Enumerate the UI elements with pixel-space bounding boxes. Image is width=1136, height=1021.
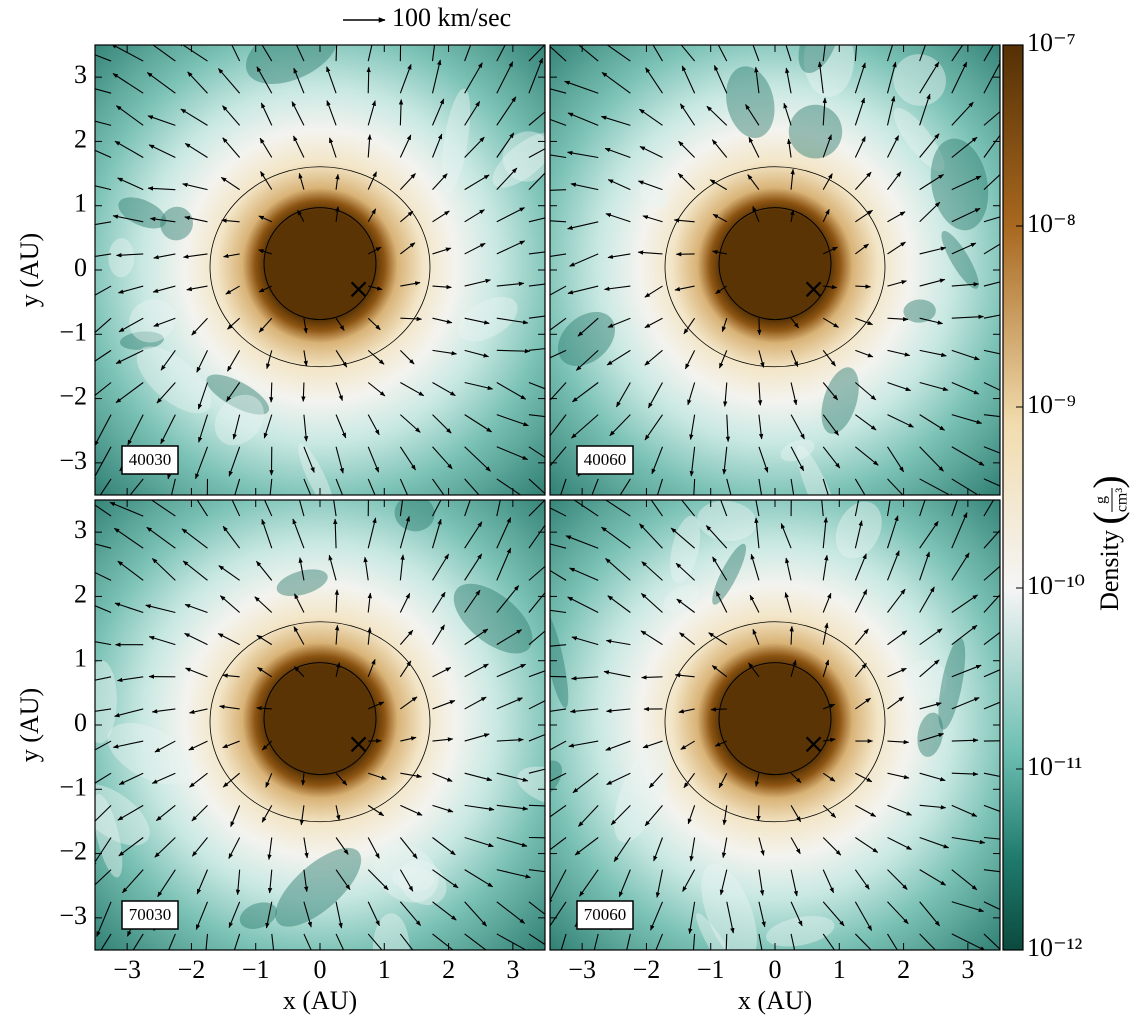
colorbar-tick-label: 10⁻⁷ — [1027, 28, 1076, 57]
panel-label: 40060 — [584, 450, 627, 469]
x-tick-label: −2 — [633, 955, 661, 984]
colorbar-tick-label: 10⁻⁹ — [1027, 390, 1076, 419]
x-tick-label: −3 — [113, 955, 141, 984]
colorbar-tick-label: 10⁻¹⁰ — [1027, 571, 1085, 600]
y-tick-label: −2 — [59, 837, 87, 866]
colorbar-label: Density ( g cm³) — [1085, 475, 1131, 611]
panel-label: 70060 — [584, 905, 627, 924]
velocity-arrow — [303, 383, 304, 402]
y-tick-label: 2 — [74, 124, 87, 153]
x-tick-label: −1 — [242, 955, 270, 984]
velocity-arrow — [759, 318, 760, 335]
density-map — [95, 45, 545, 495]
x-tick-label: 0 — [314, 955, 327, 984]
y-tick-label: −3 — [59, 446, 87, 475]
colorbar-tick-label: 10⁻¹¹ — [1027, 752, 1082, 781]
x-axis-label: x (AU) — [738, 986, 812, 1015]
velocity-arrow — [368, 67, 369, 93]
velocity-arrow — [271, 383, 272, 403]
velocity-arrow — [855, 286, 870, 287]
y-tick-label: 0 — [74, 253, 87, 282]
x-tick-label: 2 — [897, 955, 910, 984]
x-tick-label: −3 — [568, 955, 596, 984]
panel-label: 40030 — [129, 450, 172, 469]
x-tick-label: 3 — [506, 955, 519, 984]
x-tick-label: 2 — [442, 955, 455, 984]
y-tick-label: −2 — [59, 382, 87, 411]
colorbar-paren: ( — [1085, 511, 1130, 524]
y-tick-label: 3 — [74, 515, 87, 544]
panel-label: 70030 — [129, 905, 172, 924]
colorbar-tick-label: 10⁻⁸ — [1027, 209, 1076, 238]
x-tick-label: 0 — [769, 955, 782, 984]
y-tick-label: −1 — [59, 317, 87, 346]
colorbar — [1003, 45, 1023, 950]
x-tick-label: 1 — [833, 955, 846, 984]
colorbar-unit-den: cm³ — [1114, 488, 1131, 513]
x-tick-label: −1 — [697, 955, 725, 984]
colorbar-title: Density — [1095, 530, 1124, 611]
y-tick-label: 3 — [74, 60, 87, 89]
x-tick-label: 3 — [961, 955, 974, 984]
x-tick-label: 1 — [378, 955, 391, 984]
annotation: 100 km/sec — [392, 3, 511, 32]
y-tick-label: 1 — [74, 189, 87, 218]
colorbar-tick-label: 10⁻¹² — [1027, 933, 1083, 962]
colorbar-paren: ) — [1085, 475, 1130, 488]
y-tick-label: 2 — [74, 579, 87, 608]
x-tick-label: −2 — [178, 955, 206, 984]
y-tick-label: 1 — [74, 644, 87, 673]
panel — [73, 6, 565, 515]
velocity-arrow — [758, 805, 759, 821]
velocity-arrow — [711, 709, 727, 710]
y-axis-label: y (AU) — [15, 233, 44, 307]
y-tick-label: −3 — [59, 901, 87, 930]
colorbar-unit-num: g — [1093, 496, 1110, 504]
x-axis-label: x (AU) — [283, 986, 357, 1015]
y-tick-label: −1 — [59, 772, 87, 801]
y-tick-label: 0 — [74, 708, 87, 737]
y-axis-label: y (AU) — [15, 688, 44, 762]
